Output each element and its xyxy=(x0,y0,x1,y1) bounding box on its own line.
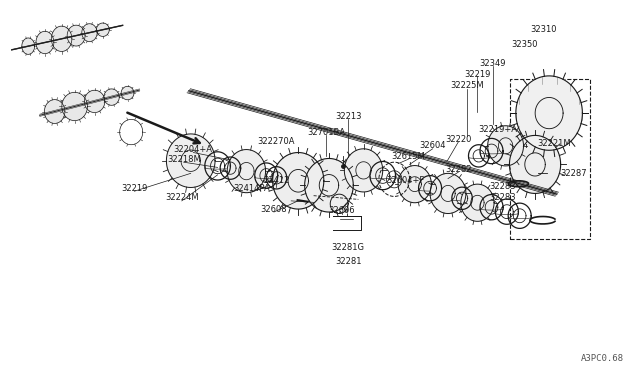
Text: 32218M: 32218M xyxy=(167,155,200,164)
Text: 32213: 32213 xyxy=(335,112,362,121)
Polygon shape xyxy=(51,26,72,51)
Text: 32221M: 32221M xyxy=(538,139,572,148)
Polygon shape xyxy=(36,31,54,54)
Polygon shape xyxy=(62,92,88,121)
Polygon shape xyxy=(121,86,134,100)
Polygon shape xyxy=(516,76,582,150)
Text: 32225M: 32225M xyxy=(451,81,484,90)
Text: 32219+A: 32219+A xyxy=(479,125,518,134)
Text: 32281: 32281 xyxy=(335,257,362,266)
Polygon shape xyxy=(430,173,466,214)
Polygon shape xyxy=(273,153,324,209)
Text: 32604: 32604 xyxy=(419,141,446,150)
Polygon shape xyxy=(22,38,35,54)
Text: 32224M: 32224M xyxy=(165,193,198,202)
Text: 32608: 32608 xyxy=(260,205,287,214)
Text: 32281G: 32281G xyxy=(332,243,365,251)
Polygon shape xyxy=(398,166,431,203)
Text: 32606: 32606 xyxy=(328,206,355,215)
Text: 32204+A: 32204+A xyxy=(174,145,212,154)
Text: 32283: 32283 xyxy=(490,182,516,190)
Polygon shape xyxy=(166,134,215,187)
Polygon shape xyxy=(227,150,266,193)
Polygon shape xyxy=(488,126,524,166)
Text: 322270A: 322270A xyxy=(258,137,295,146)
Text: 32615M: 32615M xyxy=(392,152,425,161)
Text: 32701BA: 32701BA xyxy=(307,128,346,137)
Text: 32349: 32349 xyxy=(479,59,506,68)
Text: 32282: 32282 xyxy=(445,165,472,174)
Text: 32350: 32350 xyxy=(511,40,538,49)
Text: A3PC0.68: A3PC0.68 xyxy=(581,354,624,363)
Polygon shape xyxy=(461,184,494,221)
Polygon shape xyxy=(509,135,561,193)
Polygon shape xyxy=(104,89,119,105)
Text: 32220: 32220 xyxy=(445,135,472,144)
Text: 32219: 32219 xyxy=(464,70,491,79)
Polygon shape xyxy=(344,149,383,192)
Text: 32414PA: 32414PA xyxy=(234,185,271,193)
Polygon shape xyxy=(44,100,65,124)
Text: 32310: 32310 xyxy=(531,25,557,34)
Polygon shape xyxy=(97,23,109,36)
Polygon shape xyxy=(82,24,97,42)
Text: 32604+F: 32604+F xyxy=(387,176,425,185)
Text: 32219: 32219 xyxy=(121,184,148,193)
Polygon shape xyxy=(305,158,353,212)
Polygon shape xyxy=(84,90,105,113)
Text: 32412: 32412 xyxy=(263,176,290,185)
Text: 32287: 32287 xyxy=(560,169,587,178)
Text: 32283: 32283 xyxy=(490,193,516,202)
Polygon shape xyxy=(67,25,85,46)
